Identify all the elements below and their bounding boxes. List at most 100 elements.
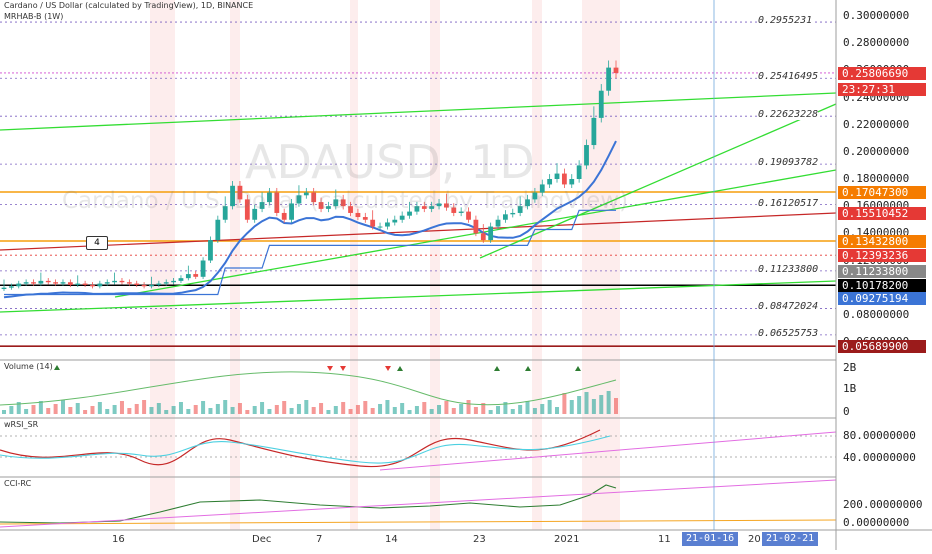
volume-bar bbox=[127, 408, 132, 414]
x-axis-date-tag: 21-01-16 bbox=[682, 532, 739, 546]
candle bbox=[340, 199, 346, 207]
x-tick-label: 14 bbox=[385, 534, 398, 545]
highlight-band bbox=[230, 0, 240, 530]
price-axis-label: 0.08000000 bbox=[843, 307, 910, 321]
cci-trend-line bbox=[0, 479, 837, 528]
candle bbox=[281, 212, 287, 220]
candle bbox=[318, 202, 324, 209]
green-trend-line bbox=[479, 103, 837, 259]
rsi-signal-line bbox=[0, 435, 611, 464]
candle bbox=[502, 214, 508, 220]
fib-level-label: 0.06525753 bbox=[758, 327, 819, 339]
candle bbox=[8, 286, 14, 288]
candle bbox=[539, 184, 545, 193]
candle bbox=[436, 203, 442, 207]
price-tag: 0.15510452 bbox=[838, 206, 926, 220]
candle bbox=[466, 211, 471, 220]
candle bbox=[75, 283, 81, 285]
candle bbox=[517, 206, 523, 213]
candle bbox=[569, 179, 575, 185]
volume-bar bbox=[591, 399, 596, 414]
cci-baseline bbox=[0, 519, 837, 525]
volume-bar bbox=[16, 402, 21, 414]
volume-bar bbox=[385, 400, 390, 414]
candle bbox=[584, 145, 589, 166]
volume-bar bbox=[341, 402, 346, 414]
volume-bar bbox=[282, 401, 287, 414]
candle bbox=[598, 90, 604, 118]
sub-legend: MRHAB-B (1W) bbox=[4, 12, 64, 21]
cci-line bbox=[0, 484, 617, 524]
volume-bar bbox=[378, 404, 383, 414]
price-axis-label: 0.20000000 bbox=[843, 144, 910, 158]
volume-bar bbox=[171, 406, 176, 414]
signal-marker bbox=[385, 366, 391, 371]
moving-average-line bbox=[3, 140, 617, 299]
volume-bar bbox=[503, 402, 508, 414]
volume-axis-label: 2B bbox=[843, 361, 857, 374]
candle bbox=[370, 219, 376, 227]
volume-bar bbox=[496, 406, 501, 414]
signal-marker bbox=[340, 366, 346, 371]
volume-bar bbox=[510, 409, 515, 414]
volume-bar bbox=[24, 409, 29, 414]
volume-bar bbox=[208, 408, 213, 414]
candle bbox=[97, 283, 103, 287]
volume-bar bbox=[156, 403, 161, 414]
volume-bar bbox=[9, 406, 14, 414]
volume-legend: Volume (14) bbox=[4, 362, 53, 371]
candle bbox=[554, 173, 560, 179]
x-tick-label: 2021 bbox=[554, 534, 580, 545]
candle bbox=[525, 199, 530, 207]
volume-bar bbox=[230, 407, 235, 414]
volume-bar bbox=[525, 401, 530, 414]
candle bbox=[377, 226, 383, 228]
candle bbox=[510, 212, 516, 215]
volume-bar bbox=[274, 405, 279, 414]
fib-level-label: 0.08472024 bbox=[758, 301, 819, 313]
candle bbox=[591, 117, 597, 146]
volume-bar bbox=[451, 408, 456, 414]
volume-bar bbox=[473, 407, 478, 414]
candle bbox=[532, 192, 538, 200]
volume-bar bbox=[311, 407, 316, 414]
candle bbox=[23, 282, 29, 284]
candle bbox=[200, 260, 206, 277]
candle bbox=[458, 211, 464, 213]
volume-bar bbox=[400, 403, 405, 414]
candle bbox=[488, 226, 494, 241]
candle bbox=[222, 206, 228, 220]
volume-bar bbox=[252, 406, 257, 414]
price-axis-label: 0.22000000 bbox=[843, 117, 910, 131]
signal-marker bbox=[525, 366, 531, 371]
volume-bar bbox=[569, 400, 574, 414]
price-tag: 0.12393236 bbox=[838, 249, 926, 263]
fib-level-label: 0.11233800 bbox=[758, 263, 819, 275]
candle bbox=[355, 212, 361, 218]
volume-bar bbox=[90, 406, 95, 414]
candle bbox=[163, 282, 169, 284]
green-trend-line bbox=[114, 169, 837, 298]
rsi-axis-label: 40.00000000 bbox=[843, 451, 916, 464]
rsi-legend: wRSI_SR bbox=[4, 420, 39, 429]
volume-bar bbox=[260, 402, 265, 414]
x-tick-label: 20 bbox=[748, 534, 761, 545]
signal-marker bbox=[494, 366, 500, 371]
stepped-support-line bbox=[4, 209, 616, 296]
highlight-band bbox=[430, 0, 440, 530]
volume-bar bbox=[518, 405, 523, 414]
volume-axis-label: 1B bbox=[843, 382, 857, 395]
rsi-trend-line bbox=[379, 431, 837, 471]
volume-bar bbox=[304, 400, 309, 414]
price-tag: 23:27:31 bbox=[838, 82, 926, 96]
fib-level-label: 0.25416495 bbox=[758, 71, 819, 83]
candle bbox=[495, 219, 501, 227]
volume-bar bbox=[481, 403, 486, 414]
candle bbox=[1, 287, 7, 290]
volume-axis-label: 0 bbox=[843, 405, 850, 418]
candle bbox=[112, 280, 118, 283]
volume-bar bbox=[75, 403, 80, 414]
volume-bar bbox=[38, 401, 43, 414]
